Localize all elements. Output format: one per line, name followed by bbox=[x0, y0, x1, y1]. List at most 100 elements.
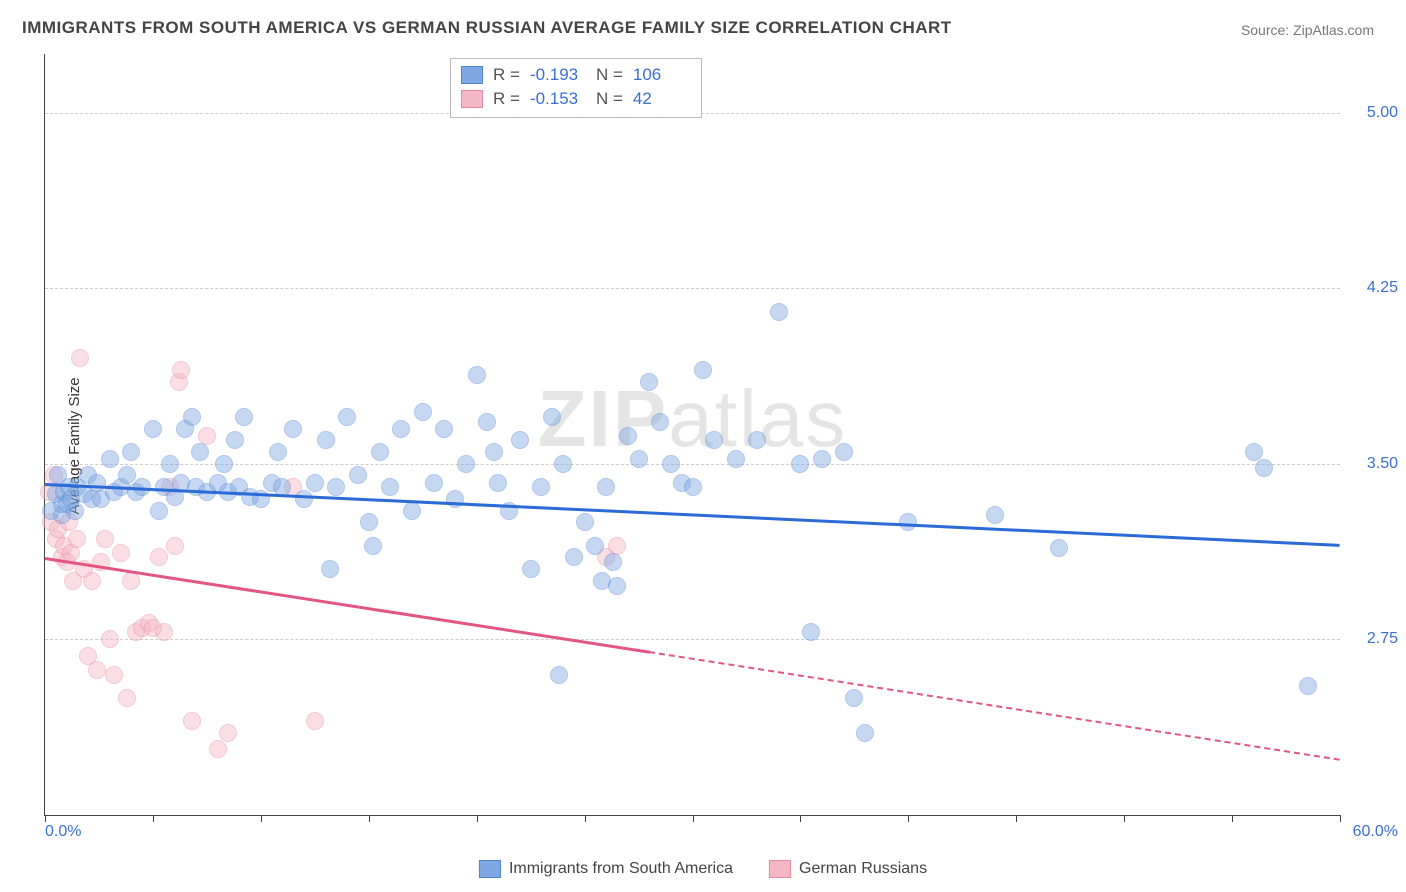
immigrants-point bbox=[1245, 443, 1263, 461]
x-axis-max-label: 60.0% bbox=[1353, 823, 1398, 841]
gridline bbox=[45, 639, 1340, 640]
immigrants-point bbox=[468, 366, 486, 384]
swatch-germans-icon bbox=[769, 860, 791, 878]
immigrants-point bbox=[371, 443, 389, 461]
immigrants-point bbox=[489, 474, 507, 492]
x-tick-mark bbox=[477, 815, 478, 822]
swatch-immigrants-icon bbox=[461, 66, 483, 84]
immigrants-point bbox=[1255, 459, 1273, 477]
immigrants-point bbox=[705, 431, 723, 449]
germans-point bbox=[88, 661, 106, 679]
swatch-germans-icon bbox=[461, 90, 483, 108]
x-tick-mark bbox=[800, 815, 801, 822]
immigrants-point bbox=[338, 408, 356, 426]
gridline bbox=[45, 288, 1340, 289]
immigrants-point bbox=[532, 478, 550, 496]
germans-point bbox=[96, 530, 114, 548]
immigrants-point bbox=[295, 490, 313, 508]
immigrants-point bbox=[543, 408, 561, 426]
scatter-plot: ZIPatlas 0.0% 60.0% 2.753.504.255.00 bbox=[44, 54, 1340, 816]
germans-point bbox=[150, 548, 168, 566]
germans-point bbox=[112, 544, 130, 562]
immigrants-point bbox=[684, 478, 702, 496]
y-tick-label: 3.50 bbox=[1348, 455, 1398, 473]
immigrants-point bbox=[640, 373, 658, 391]
immigrants-point bbox=[727, 450, 745, 468]
immigrants-point bbox=[235, 408, 253, 426]
immigrants-point bbox=[694, 361, 712, 379]
immigrants-point bbox=[66, 502, 84, 520]
immigrants-point bbox=[191, 443, 209, 461]
germans-point bbox=[122, 572, 140, 590]
legend-item-immigrants: Immigrants from South America bbox=[479, 860, 733, 878]
immigrants-point bbox=[144, 420, 162, 438]
swatch-immigrants-icon bbox=[479, 860, 501, 878]
watermark: ZIPatlas bbox=[538, 373, 847, 465]
immigrants-point bbox=[360, 513, 378, 531]
immigrants-point bbox=[101, 450, 119, 468]
x-tick-mark bbox=[1340, 815, 1341, 822]
immigrants-point bbox=[306, 474, 324, 492]
immigrants-point bbox=[425, 474, 443, 492]
x-tick-mark bbox=[153, 815, 154, 822]
germans-point bbox=[166, 537, 184, 555]
immigrants-point bbox=[478, 413, 496, 431]
immigrants-point bbox=[485, 443, 503, 461]
immigrants-point bbox=[986, 506, 1004, 524]
correlation-row-immigrants: R =-0.193 N =106 bbox=[461, 63, 689, 87]
y-tick-label: 5.00 bbox=[1348, 104, 1398, 122]
germans-point bbox=[209, 740, 227, 758]
immigrants-point bbox=[576, 513, 594, 531]
germans-point bbox=[306, 712, 324, 730]
immigrants-point bbox=[435, 420, 453, 438]
legend: Immigrants from South America German Rus… bbox=[479, 860, 927, 878]
immigrants-point bbox=[813, 450, 831, 468]
immigrants-point bbox=[835, 443, 853, 461]
immigrants-point bbox=[317, 431, 335, 449]
immigrants-point bbox=[392, 420, 410, 438]
correlation-row-germans: R =-0.153 N =42 bbox=[461, 87, 689, 111]
x-tick-mark bbox=[693, 815, 694, 822]
immigrants-point bbox=[284, 420, 302, 438]
immigrants-point bbox=[403, 502, 421, 520]
germans-point bbox=[118, 689, 136, 707]
immigrants-point bbox=[597, 478, 615, 496]
immigrants-point bbox=[856, 724, 874, 742]
immigrants-point bbox=[748, 431, 766, 449]
immigrants-point bbox=[269, 443, 287, 461]
immigrants-point bbox=[619, 427, 637, 445]
x-tick-mark bbox=[369, 815, 370, 822]
immigrants-point bbox=[554, 455, 572, 473]
germans-trendline bbox=[649, 651, 1340, 761]
immigrants-point bbox=[802, 623, 820, 641]
correlation-box: R =-0.193 N =106 R =-0.153 N =42 bbox=[450, 58, 702, 118]
immigrants-point bbox=[457, 455, 475, 473]
germans-point bbox=[83, 572, 101, 590]
germans-point bbox=[198, 427, 216, 445]
x-tick-mark bbox=[1124, 815, 1125, 822]
y-tick-label: 4.25 bbox=[1348, 279, 1398, 297]
immigrants-point bbox=[122, 443, 140, 461]
immigrants-point bbox=[183, 408, 201, 426]
germans-point bbox=[183, 712, 201, 730]
immigrants-point bbox=[414, 403, 432, 421]
immigrants-point bbox=[586, 537, 604, 555]
immigrants-point bbox=[662, 455, 680, 473]
immigrants-point bbox=[88, 474, 106, 492]
immigrants-point bbox=[327, 478, 345, 496]
x-tick-mark bbox=[1016, 815, 1017, 822]
immigrants-point bbox=[1299, 677, 1317, 695]
immigrants-point bbox=[565, 548, 583, 566]
immigrants-point bbox=[651, 413, 669, 431]
immigrants-point bbox=[226, 431, 244, 449]
gridline bbox=[45, 464, 1340, 465]
y-tick-label: 2.75 bbox=[1348, 630, 1398, 648]
immigrants-point bbox=[150, 502, 168, 520]
immigrants-point bbox=[364, 537, 382, 555]
germans-point bbox=[105, 666, 123, 684]
immigrants-point bbox=[630, 450, 648, 468]
immigrants-point bbox=[770, 303, 788, 321]
immigrants-point bbox=[321, 560, 339, 578]
germans-point bbox=[608, 537, 626, 555]
immigrants-point bbox=[791, 455, 809, 473]
